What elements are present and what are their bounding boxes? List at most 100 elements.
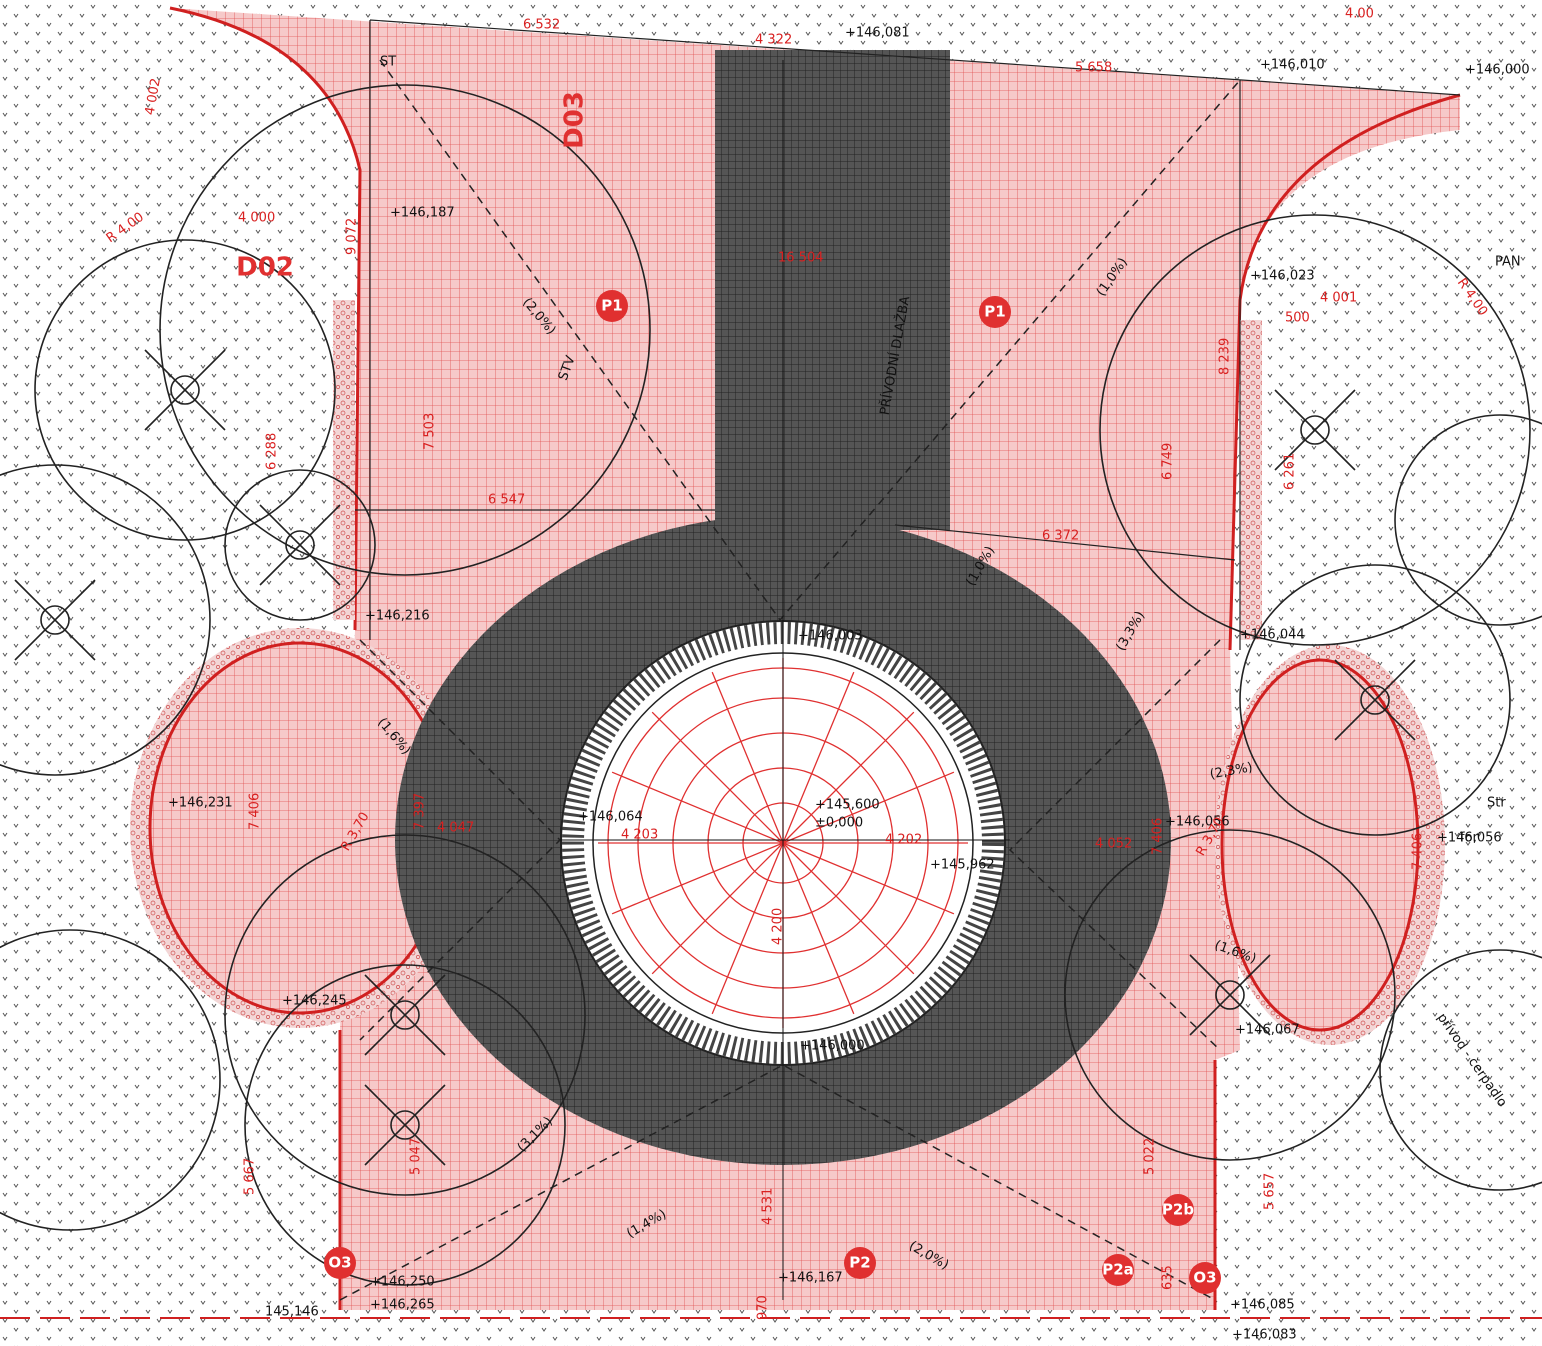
elevation: ±0,000 bbox=[815, 816, 863, 831]
dimension: 7 406 bbox=[1411, 833, 1426, 870]
tree-crown bbox=[1394, 414, 1542, 626]
elevation: +146,167 bbox=[778, 1271, 843, 1286]
elevation: +146,187 bbox=[390, 206, 455, 221]
elevation: +146,081 bbox=[845, 26, 910, 41]
dimension: 6 547 bbox=[488, 493, 525, 508]
elevation: +146,085 bbox=[1230, 1298, 1295, 1313]
dimension: 7 397 bbox=[413, 793, 428, 830]
dimension: 7 503 bbox=[423, 413, 438, 450]
dimension: 6 372 bbox=[1042, 529, 1079, 544]
dimension: 4 202 bbox=[885, 833, 922, 848]
elevation: +146,000 bbox=[800, 1039, 865, 1054]
note: PAN bbox=[1495, 255, 1521, 270]
slope-label: (2,3%) bbox=[1209, 760, 1254, 782]
zone-label: P1 bbox=[601, 297, 622, 315]
dimension: 9 072 bbox=[345, 218, 360, 255]
elevation: +146,000 bbox=[1465, 63, 1530, 78]
fountain-ray bbox=[611, 771, 784, 844]
dimension: 4.00 bbox=[1345, 7, 1374, 22]
tree-removed bbox=[1274, 389, 1356, 471]
zone-label: P1 bbox=[984, 303, 1005, 321]
dimension: 6 288 bbox=[265, 433, 280, 470]
elevation: +146,250 bbox=[370, 1275, 435, 1290]
zone-badge bbox=[596, 290, 628, 322]
zone-label: O3 bbox=[1193, 1269, 1216, 1287]
zone-badge bbox=[1162, 1194, 1194, 1226]
elevation: +146,003 bbox=[798, 629, 863, 644]
dimension: 4 000 bbox=[238, 211, 275, 226]
dimension: 6 532 bbox=[523, 18, 560, 33]
tree-crown bbox=[0, 929, 221, 1231]
fountain-ray bbox=[611, 842, 784, 915]
dimension: 5 667 bbox=[243, 1158, 258, 1195]
tree-crown bbox=[34, 239, 336, 541]
zone-badge bbox=[1189, 1262, 1221, 1294]
dimension: 8 239 bbox=[1218, 338, 1233, 375]
elevation: +146,265 bbox=[370, 1298, 435, 1313]
elevation: 145,146 bbox=[265, 1305, 319, 1320]
elevation: +146,010 bbox=[1260, 58, 1325, 73]
zone-label: P2a bbox=[1102, 1261, 1134, 1279]
tree-trunk bbox=[40, 605, 70, 635]
fountain-ray bbox=[782, 671, 855, 844]
tree-crown bbox=[1239, 564, 1511, 836]
zone-badge bbox=[979, 296, 1011, 328]
dimension: 4 002 bbox=[143, 77, 164, 116]
tree-removed bbox=[1334, 659, 1416, 741]
dimension: 7 406 bbox=[1151, 818, 1166, 855]
dimension: 4 052 bbox=[1095, 837, 1132, 852]
note: Str bbox=[1487, 796, 1506, 811]
elevation: +146,083 bbox=[1232, 1328, 1297, 1343]
elevation: +146,044 bbox=[1240, 628, 1305, 643]
elevation: +145,600 bbox=[815, 798, 880, 813]
note: for bbox=[1460, 831, 1479, 846]
tree-crown bbox=[224, 469, 376, 621]
note: ST bbox=[380, 55, 396, 70]
dimension: 4 047 bbox=[437, 821, 474, 836]
dimension: 5 022 bbox=[1143, 1138, 1158, 1175]
fountain-ray bbox=[782, 711, 915, 844]
zone-label: P2b bbox=[1162, 1201, 1194, 1219]
fountain-ray bbox=[651, 842, 784, 975]
dimension: 4 322 bbox=[755, 33, 792, 48]
tree-trunk bbox=[1215, 980, 1245, 1010]
elevation: +146,064 bbox=[578, 810, 643, 825]
zone-label: D02 bbox=[236, 253, 294, 283]
dimension: 500 bbox=[1285, 311, 1310, 326]
dimension: 4 200 bbox=[771, 908, 786, 945]
fountain-ray bbox=[651, 711, 784, 844]
tree-crown bbox=[159, 84, 651, 576]
dimension: 6 749 bbox=[1161, 443, 1176, 480]
dimension: 970 bbox=[756, 1295, 771, 1320]
elevation: +146,231 bbox=[168, 796, 233, 811]
tree-crown bbox=[1099, 214, 1531, 646]
fountain-ray bbox=[782, 771, 955, 844]
dimension: 5 657 bbox=[1263, 1173, 1278, 1210]
zone-label: P2 bbox=[849, 1254, 870, 1272]
zone-label: D03 bbox=[560, 91, 590, 149]
tree-trunk bbox=[1300, 415, 1330, 445]
elevation: +145,962 bbox=[930, 858, 995, 873]
fountain-ray bbox=[711, 671, 784, 844]
dimension: 4 203 bbox=[621, 828, 658, 843]
elevation: +146,067 bbox=[1235, 1023, 1300, 1038]
fountain-ray bbox=[782, 842, 955, 915]
elevation: +146,056 bbox=[1437, 831, 1502, 846]
elevation: +146,216 bbox=[365, 609, 430, 624]
zone-badge bbox=[844, 1247, 876, 1279]
tree-removed bbox=[364, 974, 446, 1056]
elevation: +146,056 bbox=[1165, 815, 1230, 830]
dimension: 4 531 bbox=[761, 1188, 776, 1225]
dimension: 4 001 bbox=[1320, 291, 1357, 306]
tree-removed bbox=[364, 1084, 446, 1166]
fountain-ray bbox=[782, 842, 855, 1015]
elevation: +146,023 bbox=[1250, 269, 1315, 284]
tree-crown bbox=[1379, 949, 1542, 1191]
dimension: 7 406 bbox=[248, 793, 263, 830]
tree-trunk bbox=[390, 1000, 420, 1030]
tree-trunk bbox=[170, 375, 200, 405]
dimension: 5 047 bbox=[409, 1138, 424, 1175]
trees bbox=[0, 84, 1542, 1286]
dimension: 635 bbox=[1161, 1265, 1176, 1290]
